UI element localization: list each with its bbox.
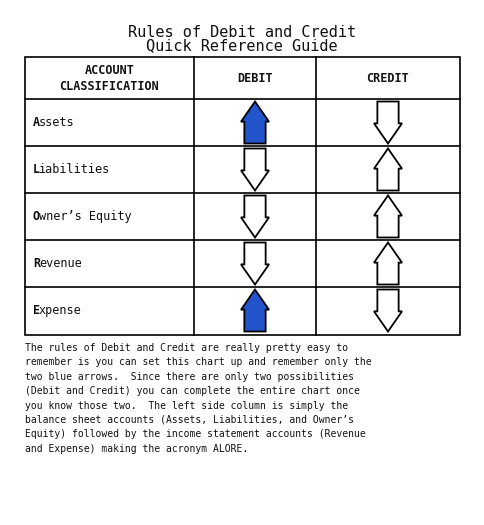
Polygon shape — [373, 289, 401, 331]
Polygon shape — [241, 289, 269, 331]
Text: Rules of Debit and Credit: Rules of Debit and Credit — [128, 25, 355, 40]
Text: L: L — [33, 163, 40, 176]
Text: ACCOUNT
CLASSIFICATION: ACCOUNT CLASSIFICATION — [60, 64, 159, 92]
Polygon shape — [373, 243, 401, 285]
Polygon shape — [241, 101, 269, 143]
Text: xpense: xpense — [39, 304, 82, 317]
Text: ssets: ssets — [39, 116, 75, 129]
Polygon shape — [241, 243, 269, 285]
Text: The rules of Debit and Credit are really pretty easy to
remember is you can set : The rules of Debit and Credit are really… — [25, 343, 371, 454]
Text: CREDIT: CREDIT — [366, 71, 408, 85]
Polygon shape — [241, 149, 269, 191]
Bar — [25, 57, 459, 335]
Polygon shape — [241, 195, 269, 237]
Text: E: E — [33, 304, 40, 317]
Text: O: O — [33, 210, 40, 223]
Polygon shape — [373, 101, 401, 143]
Polygon shape — [373, 149, 401, 191]
Text: DEBIT: DEBIT — [237, 71, 272, 85]
Text: Quick Reference Guide: Quick Reference Guide — [146, 38, 337, 53]
Text: iabilities: iabilities — [39, 163, 110, 176]
Polygon shape — [373, 195, 401, 237]
Text: evenue: evenue — [39, 257, 82, 270]
Text: A: A — [33, 116, 40, 129]
Text: R: R — [33, 257, 40, 270]
Text: wner’s Equity: wner’s Equity — [39, 210, 131, 223]
